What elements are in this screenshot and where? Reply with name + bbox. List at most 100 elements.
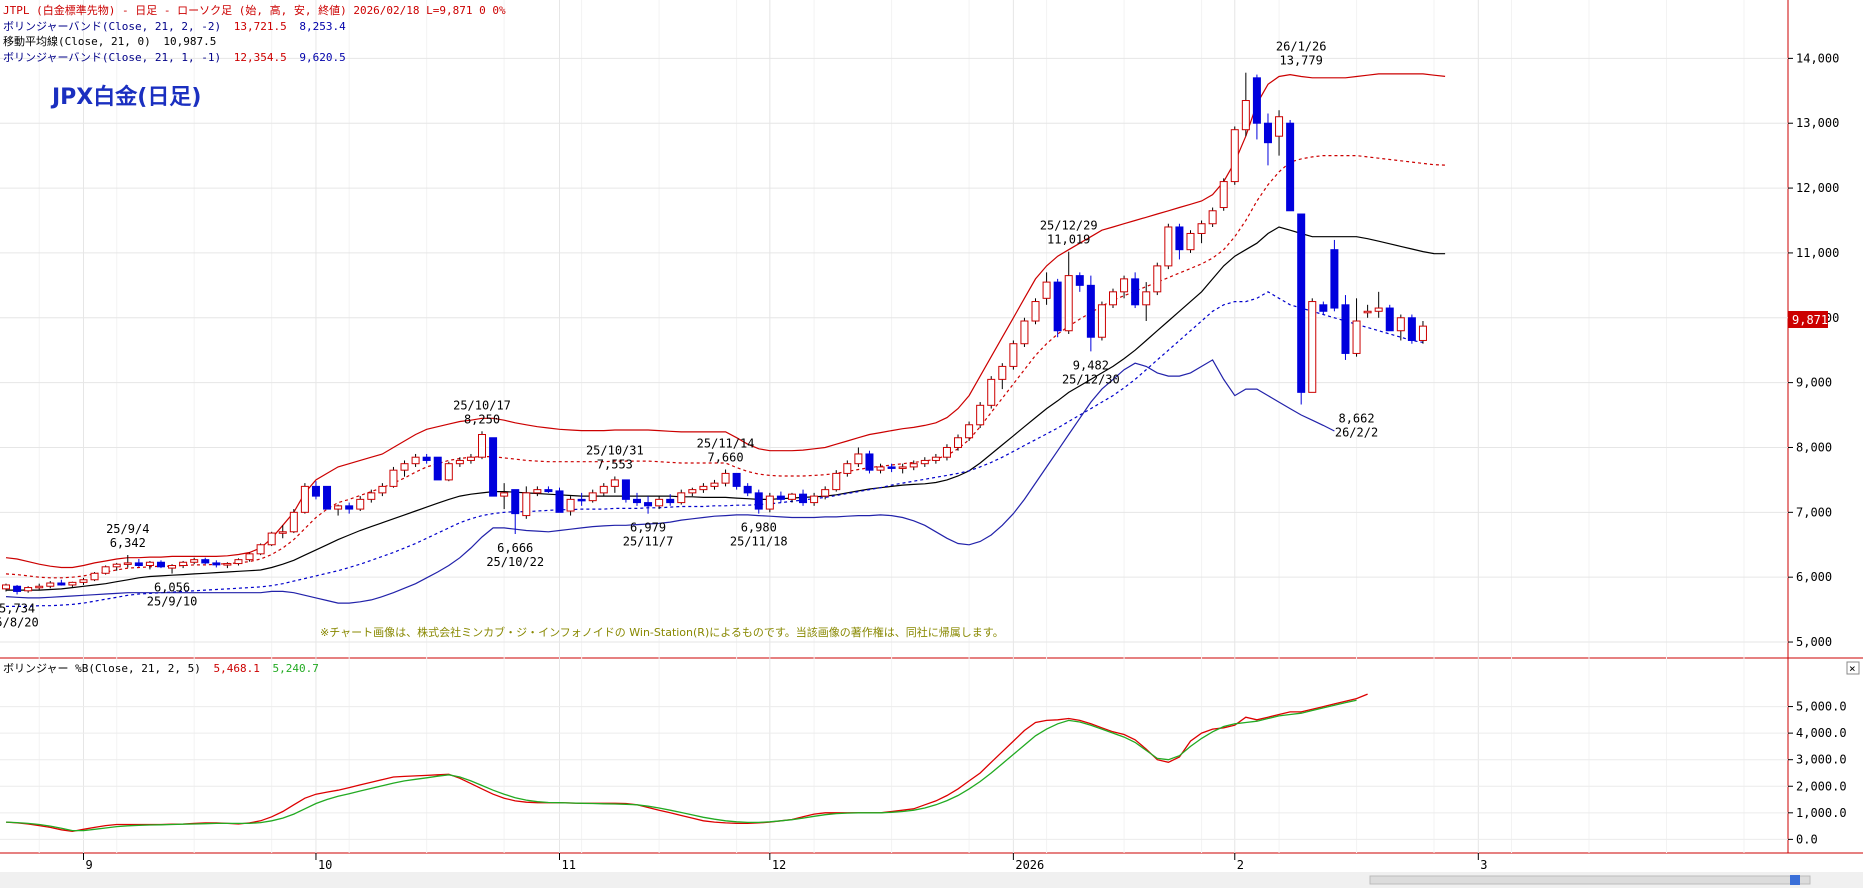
price-tick-label: 7,000 [1796,505,1832,519]
candle-body [1297,213,1306,393]
candle-body [500,492,509,497]
annotation-date: 5/8/20 [0,615,39,629]
candle-body [345,505,354,510]
candle-body [168,565,177,569]
candle-body [954,437,963,448]
candle-body [466,456,475,461]
band-line [6,291,1424,608]
candle-body [245,553,254,561]
time-tick-label: 10 [318,858,332,872]
candle-body [976,404,985,426]
candle-body [732,472,741,487]
candle-body [1208,210,1217,225]
candle-body [156,561,165,568]
candle-body [311,485,320,497]
axis-layer: 5,0006,0007,0008,0009,00010,00011,00012,… [82,51,1847,872]
candle-body [1020,320,1029,345]
candle-body [721,472,730,484]
candle-body [1053,281,1062,332]
candle-body [300,485,309,513]
candle-body [599,485,608,494]
candle-body [931,456,940,461]
candle-body [566,498,575,512]
annotation-date: 25/12/29 [1040,219,1098,233]
candle-body [1286,122,1295,212]
candle-body [876,466,885,471]
candle-body [1341,304,1350,354]
candle-body [799,493,808,504]
time-tick-label: 2026 [1015,858,1044,872]
candle-body [1308,301,1317,393]
candle-body [90,572,99,581]
candle-body [1330,249,1339,309]
time-tick-label: 11 [562,858,576,872]
candle-body [688,489,697,494]
candle-body [710,482,719,487]
candle-body [134,562,143,567]
candle-body [35,585,44,589]
candle-body [765,495,774,510]
annotation-date: 25/10/22 [486,555,544,569]
annotation-date: 25/11/7 [623,535,674,549]
candle-body [865,453,874,471]
candle-body [1252,77,1261,124]
chart-header-line3: 移動平均線(Close, 21, 0) 10,987.5 [3,34,216,48]
candle-body [489,437,498,497]
annotation-value: 7,553 [597,457,633,471]
candle-body [1131,278,1140,306]
candle-body [378,485,387,494]
candle-body [1086,284,1095,338]
price-tick-label: 9,000 [1796,376,1832,390]
candle-body [455,459,464,465]
annotation-value: 8,250 [464,412,500,426]
sub-close-button[interactable] [1846,661,1860,675]
candle-body [621,479,630,500]
candle-body [356,498,365,510]
band-line [5,73,1446,569]
candle-body [79,579,88,583]
candle-body [1175,226,1184,251]
price-tick-label: 6,000 [1796,570,1832,584]
sub-tick-label: 3,000.0 [1796,753,1847,767]
time-tick-label: 9 [85,858,92,872]
candle-body [278,531,287,534]
annotation-value: 6,980 [741,521,777,535]
candle-body [987,378,996,406]
candle-body [101,566,110,574]
price-tick-label: 8,000 [1796,440,1832,454]
candle-body [666,498,675,504]
candle-body [1263,122,1272,144]
scroll-bar-track[interactable] [1369,875,1811,885]
candle-body [965,424,974,439]
candle-body [1042,281,1051,299]
band-line [5,359,1335,604]
annotation-date: 26/1/26 [1276,40,1327,54]
candle-body [1197,223,1206,234]
annotation-value: 8,662 [1338,412,1374,426]
candle-body [1385,307,1394,332]
candle-body [909,463,918,468]
chart-title: JPX白金(日足) [50,84,201,110]
candle-body [223,563,232,566]
last-price-tag: 9,871 [1792,313,1828,327]
candle-body [444,463,453,481]
price-tick-label: 12,000 [1796,181,1839,195]
candle-body [1120,278,1129,293]
candle-body [544,489,553,493]
candle-body [577,498,586,502]
candle-body [522,492,531,517]
annotation-value: 13,779 [1280,54,1323,68]
annotation-date: 25/9/10 [147,595,198,609]
candle-body [1275,116,1284,137]
price-tick-label: 13,000 [1796,116,1839,130]
candle-body [57,582,66,586]
pctb-signal-value: 5,240.7 [273,662,319,675]
annotation-value: 9,482 [1073,358,1109,372]
candle-body [588,492,597,502]
price-layer [2,72,1446,608]
candle-body [1407,317,1416,341]
candle-body [2,584,10,590]
grid-lines [0,0,1788,853]
scroll-bar-thumb[interactable] [1790,875,1800,885]
